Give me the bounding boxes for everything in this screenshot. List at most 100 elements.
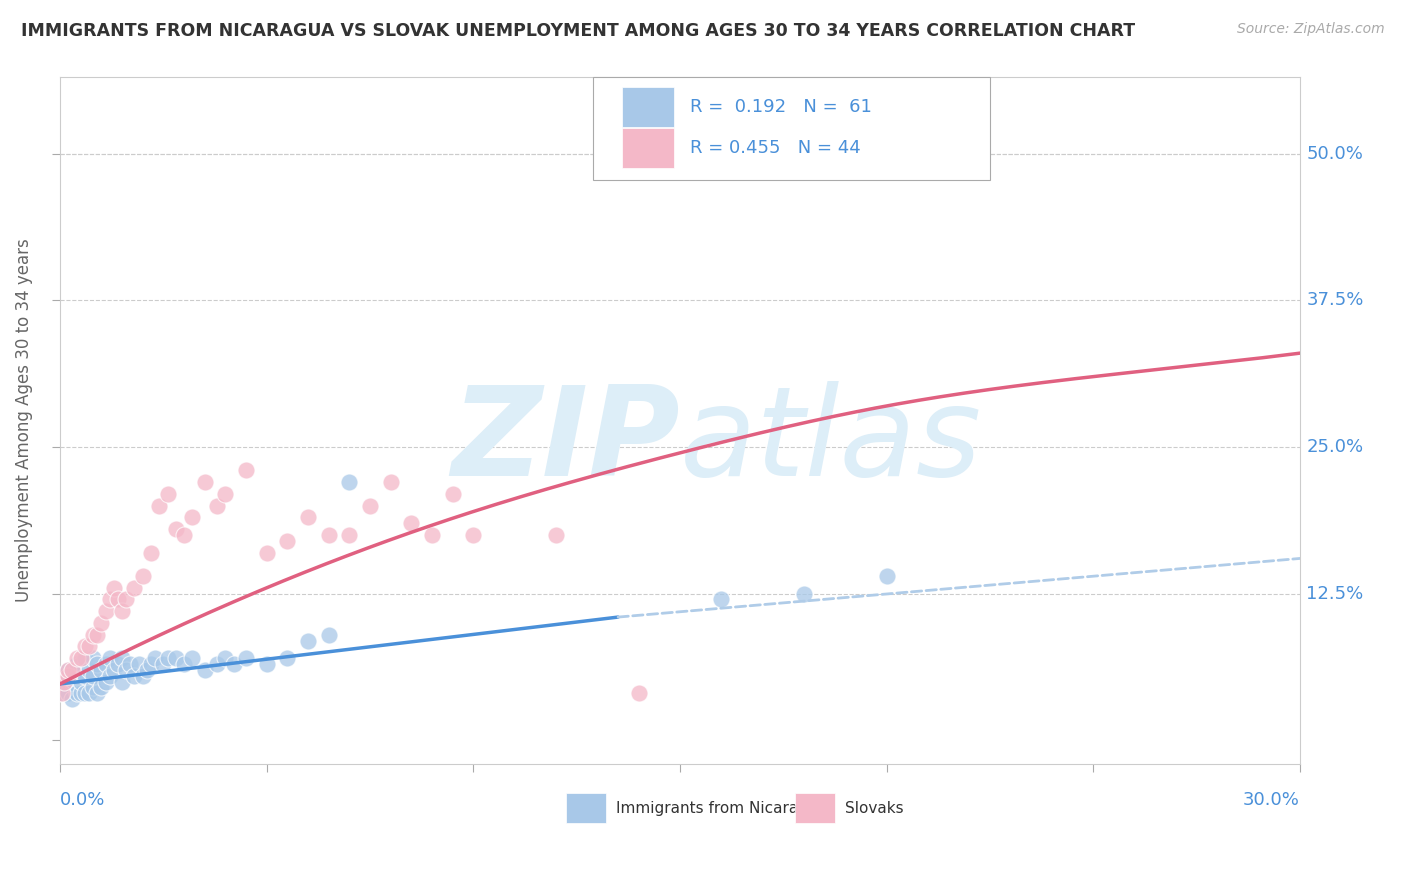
Point [339, 475, 361, 490]
Point [194, 663, 217, 677]
Point [103, 581, 125, 595]
Point [156, 487, 179, 501]
Point [181, 651, 204, 665]
Text: 0.0%: 0.0% [60, 791, 105, 809]
Point [380, 475, 402, 490]
Point [297, 510, 319, 524]
Point [111, 674, 134, 689]
Point [132, 569, 155, 583]
Point [58, 686, 80, 700]
Point [58, 669, 80, 683]
Point [222, 657, 245, 671]
Point [77, 686, 100, 700]
Point [90, 681, 112, 695]
FancyBboxPatch shape [621, 128, 673, 169]
Point [120, 657, 142, 671]
Point [318, 528, 340, 542]
Point [82, 669, 104, 683]
Point [165, 651, 187, 665]
Point [124, 581, 146, 595]
Y-axis label: Unemployment Among Ages 30 to 34 years: Unemployment Among Ages 30 to 34 years [15, 239, 32, 602]
Point [135, 663, 157, 677]
Point [165, 522, 187, 536]
Point [401, 516, 423, 531]
Point [82, 628, 104, 642]
Point [627, 686, 650, 700]
Text: 25.0%: 25.0% [1306, 438, 1364, 456]
Point [94, 604, 117, 618]
Point [441, 487, 464, 501]
Point [69, 651, 91, 665]
Point [98, 669, 121, 683]
Point [124, 669, 146, 683]
FancyBboxPatch shape [796, 793, 835, 823]
Point [132, 669, 155, 683]
Point [65, 669, 87, 683]
Text: Immigrants from Nicaragua: Immigrants from Nicaragua [616, 801, 827, 816]
FancyBboxPatch shape [593, 78, 990, 180]
Point [90, 615, 112, 630]
Point [62, 692, 84, 706]
Point [58, 663, 80, 677]
Point [82, 681, 104, 695]
Point [62, 663, 84, 677]
Text: Source: ZipAtlas.com: Source: ZipAtlas.com [1237, 22, 1385, 37]
Point [73, 651, 96, 665]
Point [139, 545, 162, 559]
Point [77, 663, 100, 677]
Point [420, 528, 443, 542]
Point [86, 657, 108, 671]
Point [205, 499, 228, 513]
Point [463, 528, 485, 542]
Point [173, 657, 195, 671]
Text: 30.0%: 30.0% [1243, 791, 1301, 809]
Point [115, 592, 138, 607]
Point [62, 674, 84, 689]
Point [205, 657, 228, 671]
Point [339, 528, 361, 542]
Point [90, 663, 112, 677]
Point [152, 657, 174, 671]
Point [276, 651, 298, 665]
Point [53, 674, 76, 689]
Text: 12.5%: 12.5% [1306, 584, 1364, 603]
Text: Slovaks: Slovaks [845, 801, 904, 816]
Text: IMMIGRANTS FROM NICARAGUA VS SLOVAK UNEMPLOYMENT AMONG AGES 30 TO 34 YEARS CORRE: IMMIGRANTS FROM NICARAGUA VS SLOVAK UNEM… [21, 22, 1135, 40]
Point [173, 528, 195, 542]
Point [139, 657, 162, 671]
FancyBboxPatch shape [567, 793, 606, 823]
Point [98, 592, 121, 607]
Point [214, 487, 236, 501]
Point [58, 669, 80, 683]
Text: 37.5%: 37.5% [1306, 292, 1364, 310]
Point [111, 604, 134, 618]
Point [51, 686, 73, 700]
Point [94, 657, 117, 671]
Point [73, 686, 96, 700]
Point [544, 528, 567, 542]
Point [77, 640, 100, 654]
Point [793, 586, 815, 600]
Point [65, 651, 87, 665]
Point [111, 651, 134, 665]
Point [86, 628, 108, 642]
Point [98, 651, 121, 665]
Point [276, 533, 298, 548]
Point [86, 686, 108, 700]
Text: ZIP: ZIP [451, 381, 681, 501]
Point [128, 657, 150, 671]
Point [73, 640, 96, 654]
Point [107, 592, 129, 607]
Point [65, 657, 87, 671]
Point [69, 686, 91, 700]
FancyBboxPatch shape [621, 87, 673, 128]
Point [58, 663, 80, 677]
Point [710, 592, 733, 607]
Point [69, 674, 91, 689]
Point [53, 674, 76, 689]
Point [94, 674, 117, 689]
Point [55, 669, 77, 683]
Point [148, 499, 170, 513]
Point [69, 657, 91, 671]
Text: R =  0.192   N =  61: R = 0.192 N = 61 [690, 98, 872, 116]
